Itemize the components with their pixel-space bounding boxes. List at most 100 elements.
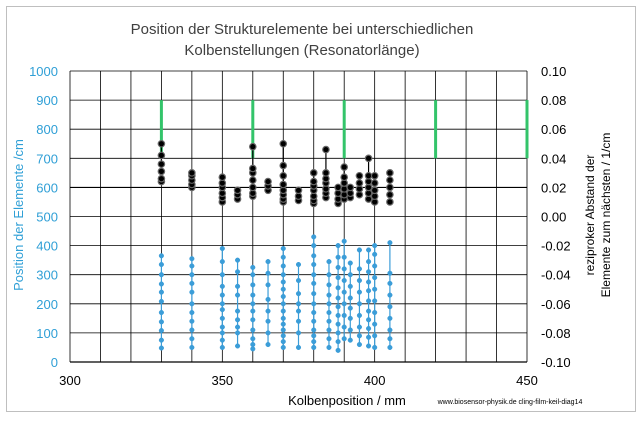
blue-data-point: [372, 321, 378, 327]
black-data-point: [188, 169, 196, 177]
blue-data-point: [158, 261, 164, 268]
blue-data-point: [372, 286, 378, 292]
blue-data-point: [341, 254, 347, 260]
black-data-point: [249, 142, 257, 151]
blue-data-point: [219, 307, 225, 313]
black-data-point: [370, 186, 379, 195]
blue-data-point: [356, 341, 362, 348]
blue-data-point: [341, 312, 347, 318]
black-data-point: [364, 171, 373, 180]
blue-data-point: [311, 333, 317, 339]
blue-data-point: [265, 270, 271, 276]
blue-data-point: [250, 301, 256, 307]
black-data-point: [370, 171, 379, 180]
blue-data-point: [219, 301, 225, 307]
blue-data-point: [366, 288, 372, 294]
blue-data-point: [335, 330, 341, 336]
blue-data-point: [341, 301, 347, 307]
x-tick-label: 300: [59, 373, 81, 388]
blue-data-point: [372, 263, 378, 269]
black-data-point: [157, 139, 166, 148]
blue-data-point: [356, 266, 362, 272]
blue-data-point: [366, 325, 372, 332]
blue-data-point: [341, 336, 347, 342]
blue-data-point: [295, 277, 302, 284]
blue-data-point: [280, 286, 286, 292]
blue-data-point: [311, 327, 317, 333]
blue-data-point: [311, 234, 317, 240]
blue-data-point: [158, 309, 164, 316]
blue-data-point: [372, 243, 378, 249]
blue-data-point: [250, 264, 256, 270]
blue-data-point: [295, 261, 302, 268]
blue-data-point: [158, 289, 164, 295]
y-left-tick-label: 700: [36, 151, 58, 166]
blue-data-point: [372, 309, 378, 316]
y-left-label: Position der Elemente /cm: [11, 139, 26, 291]
blue-data-point: [280, 279, 286, 285]
blue-data-point: [295, 301, 302, 307]
blue-data-point: [311, 318, 317, 324]
x-tick-label: 400: [364, 373, 386, 388]
blue-data-point: [335, 339, 341, 345]
y-left-tick-label: 300: [36, 268, 58, 283]
blue-data-point: [387, 292, 393, 298]
blue-data-point: [280, 315, 286, 321]
blue-data-point: [265, 259, 271, 265]
blue-data-point: [335, 321, 341, 327]
black-data-point: [157, 151, 166, 160]
blue-data-point: [372, 298, 378, 304]
blue-data-point: [366, 298, 372, 304]
blue-data-point: [235, 317, 241, 323]
black-data-point: [322, 145, 330, 154]
blue-data-point: [347, 295, 353, 301]
blue-data-point: [387, 315, 393, 321]
x-tick-label: 350: [211, 373, 233, 388]
blue-data-point: [335, 347, 341, 353]
tick-labels: 0 100 200 300 400 500 600 700 800 900 1000 -0.10 -0.…: [29, 64, 571, 388]
black-data-point: [355, 171, 364, 180]
blue-data-point: [280, 333, 286, 339]
blue-data-point: [347, 260, 353, 266]
blue-data-point: [347, 315, 353, 321]
black-data-point: [249, 176, 257, 184]
blue-data-point: [219, 292, 225, 298]
blue-data-point: [311, 280, 317, 286]
blue-data-point: [189, 272, 195, 278]
y-left-tick-label: 800: [36, 122, 58, 137]
blue-data-point: [347, 272, 353, 278]
blue-data-point: [326, 327, 332, 333]
black-data-point: [249, 183, 257, 192]
y-right-tick-label: -0.10: [541, 355, 571, 370]
blue-data-point: [280, 339, 286, 345]
blue-data-point: [335, 312, 341, 318]
blue-data-point: [250, 327, 256, 333]
blue-data-point: [356, 247, 362, 253]
blue-data-point: [219, 283, 225, 289]
y-left-tick-label: 500: [36, 210, 58, 225]
blue-data-point: [219, 337, 225, 343]
y-right-tick-label: 0.08: [541, 93, 566, 108]
blue-data-point: [387, 304, 393, 310]
y-left-tick-label: 400: [36, 239, 58, 254]
y-right-tick-label: -0.04: [541, 268, 571, 283]
black-data-point: [309, 177, 318, 186]
black-data-point: [279, 161, 288, 170]
y-left-tick-label: 900: [36, 93, 58, 108]
blue-data-point: [280, 344, 286, 351]
blue-data-point: [295, 344, 302, 351]
y-right-tick-label: -0.08: [541, 326, 571, 341]
blue-data-point: [335, 243, 341, 249]
x-tick-label: 450: [516, 373, 538, 388]
blue-data-point: [235, 257, 241, 263]
blue-data-point: [158, 328, 164, 334]
blue-data-point: [347, 337, 353, 343]
blue-data-point: [189, 256, 195, 262]
blue-data-point: [366, 269, 372, 275]
black-data-point: [355, 179, 364, 187]
blue-data-point: [311, 291, 317, 297]
blue-data-point: [280, 293, 286, 300]
black-data-point: [322, 169, 330, 177]
blue-data-point: [158, 298, 164, 305]
